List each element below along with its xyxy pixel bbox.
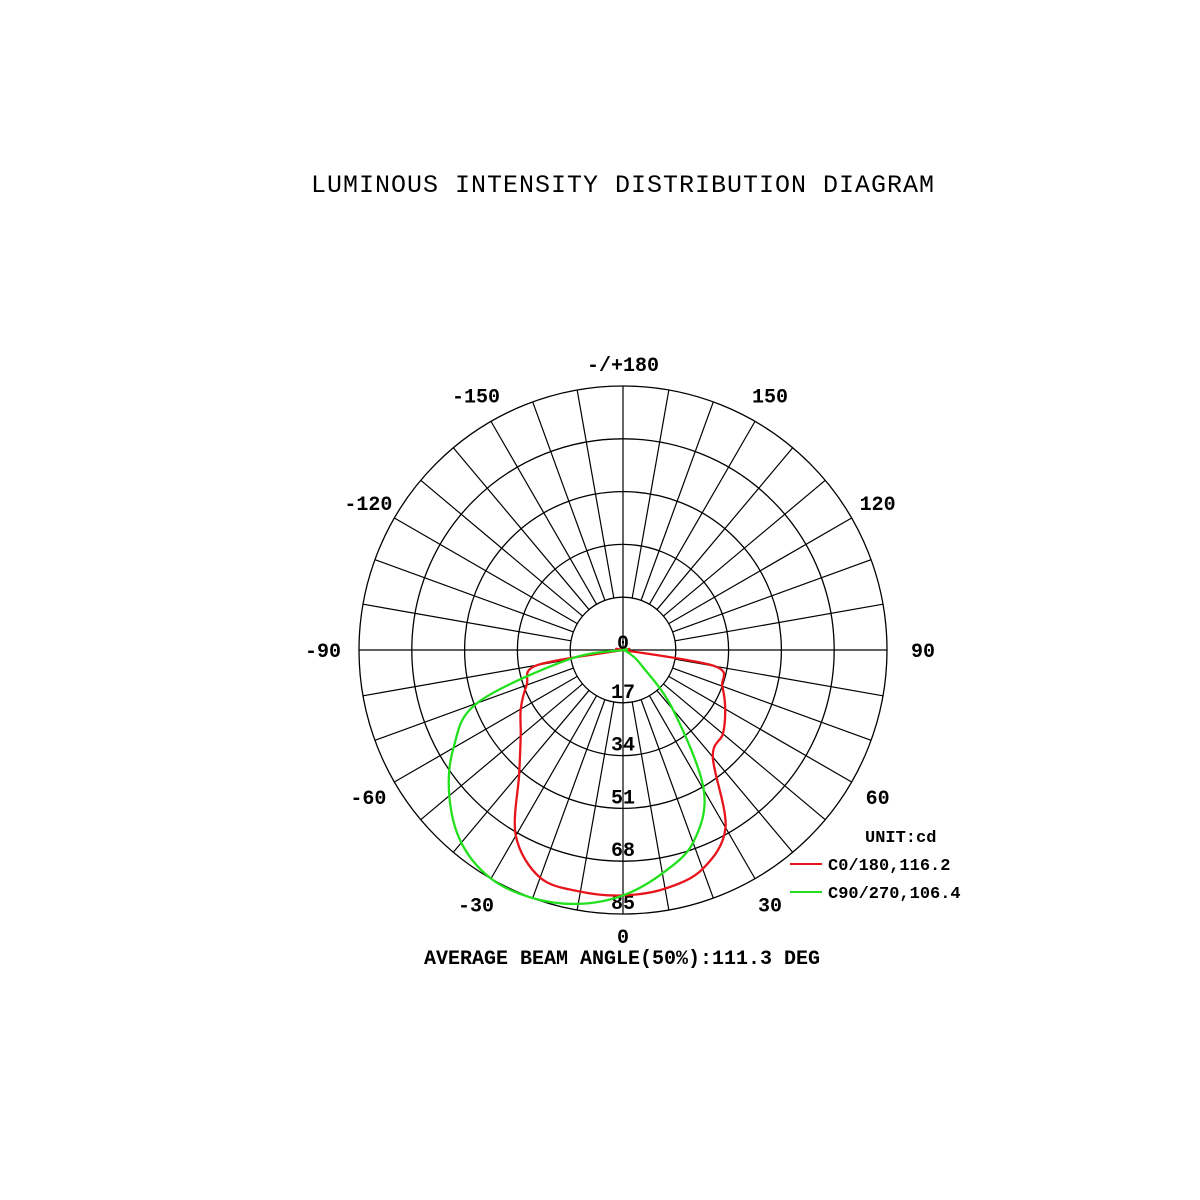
radial-tick-label: 85 <box>611 893 635 916</box>
unit-label: UNIT:cd <box>865 829 936 848</box>
grid-spoke <box>640 699 714 899</box>
series-curve-1 <box>447 648 706 906</box>
angle-tick-labels: -/+180 -150 150 -120 120 -90 90 -60 60 -30 30 0 <box>305 355 935 950</box>
radial-tick-label: 68 <box>611 840 635 863</box>
grid-spoke <box>452 690 590 853</box>
angle-tick-label: -60 <box>350 788 386 811</box>
grid-spoke <box>576 389 615 599</box>
grid-spoke <box>672 559 872 633</box>
radial-tick-label: 51 <box>611 787 635 810</box>
grid-spoke <box>631 389 670 599</box>
angle-tick-label: 90 <box>911 641 935 664</box>
angle-tick-label: -90 <box>305 641 341 664</box>
angle-tick-label: -30 <box>458 896 494 919</box>
angle-tick-label: -/+180 <box>587 355 659 378</box>
grid-spoke <box>640 401 714 601</box>
radial-tick-label: 34 <box>611 735 635 758</box>
grid-spoke <box>394 675 578 783</box>
grid-spoke <box>374 559 574 633</box>
radial-tick-label: 17 <box>611 682 635 705</box>
angle-tick-label: -150 <box>452 386 500 409</box>
curves <box>447 647 727 906</box>
grid-spoke <box>668 675 852 783</box>
angle-tick-label: 120 <box>860 494 896 517</box>
grid-spoke <box>656 690 794 853</box>
grid-spoke <box>420 683 583 821</box>
grid-spoke <box>672 667 872 741</box>
angle-tick-label: 60 <box>866 788 890 811</box>
grid-spoke <box>631 701 670 911</box>
grid-spoke <box>490 421 598 605</box>
grid-spoke <box>452 447 590 610</box>
legend: C0/180,116.2 C90/270,106.4 <box>790 857 961 904</box>
angle-tick-label: 30 <box>758 896 782 919</box>
legend-label-c0-180: C0/180,116.2 <box>828 857 950 876</box>
chart-title: LUMINOUS INTENSITY DISTRIBUTION DIAGRAM <box>311 171 935 200</box>
angle-tick-label: -120 <box>344 494 392 517</box>
angle-tick-label: 150 <box>752 386 788 409</box>
grid-spoke <box>663 479 826 617</box>
grid-spoke <box>668 517 852 625</box>
grid-spoke <box>576 701 615 911</box>
grid-spoke <box>674 603 884 642</box>
grid-spoke <box>656 447 794 610</box>
angle-tick-label: 0 <box>617 927 629 950</box>
grid-spoke <box>362 603 572 642</box>
beam-angle-footer: AVERAGE BEAM ANGLE(50%):111.3 DEG <box>424 948 820 971</box>
grid-spoke <box>663 683 826 821</box>
grid-spoke <box>532 401 606 601</box>
polar-grid <box>358 385 888 915</box>
grid-spoke <box>532 699 606 899</box>
grid-spoke <box>648 421 756 605</box>
grid-spoke <box>420 479 583 617</box>
grid-spoke <box>394 517 578 625</box>
legend-label-c90-270: C90/270,106.4 <box>828 885 961 904</box>
grid-spoke <box>490 695 598 879</box>
